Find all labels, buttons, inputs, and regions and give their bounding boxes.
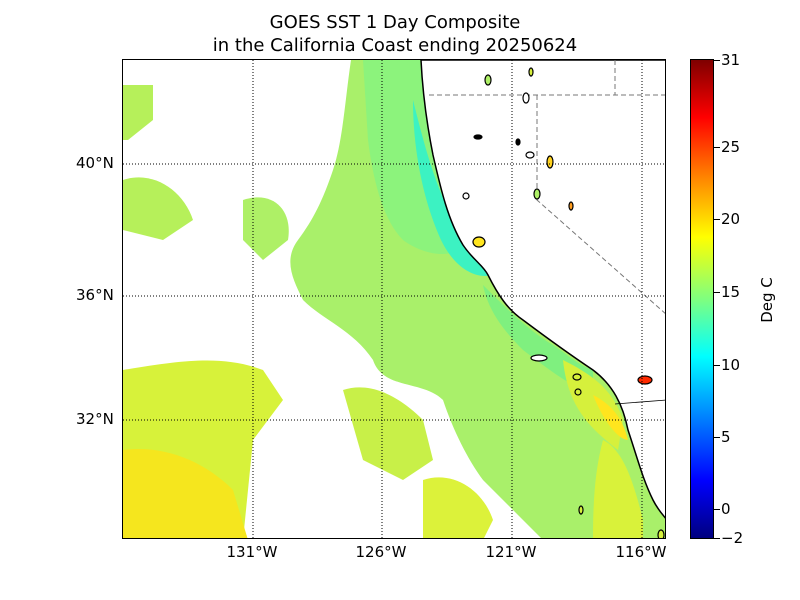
colorbar-tick [714,365,720,366]
land-mass [420,60,665,519]
graticule [123,60,665,538]
colorbar-tick [714,437,720,438]
colorbar-label-0: 0 [721,500,731,518]
colorbar-tick [714,509,720,510]
colorbar-label-10: 10 [721,356,741,374]
lon-label-131w: 131°W [226,543,278,561]
colorbar-tick [714,219,720,220]
lat-label-40n: 40°N [76,154,114,172]
colorbar-label-20: 20 [721,210,741,228]
colorbar-tick [714,538,720,539]
colorbar-unit-label: Deg C [757,277,776,323]
temperature-colorbar [690,59,714,539]
lat-label-32n: 32°N [76,410,114,428]
islands-and-lakes [462,67,665,538]
colorbar-label-minus-2: −2 [721,529,744,547]
chart-title-line-1: GOES SST 1 Day Composite [269,12,521,33]
sst-field [123,60,665,538]
colorbar-tick [714,292,720,293]
lon-label-116w: 116°W [615,543,667,561]
colorbar-label-15: 15 [721,283,741,301]
lon-label-126w: 126°W [355,543,407,561]
colorbar-label-25: 25 [721,138,741,156]
lon-label-121w: 121°W [485,543,537,561]
mexico-border [614,399,665,405]
colorbar-label-31: 31 [721,51,741,69]
colorbar-tick [714,147,720,148]
colorbar-label-5: 5 [721,428,731,446]
sst-map [122,59,666,539]
chart-title-line-2: in the California Coast ending 20250624 [212,35,578,56]
lat-label-36n: 36°N [76,286,114,304]
sst-map-canvas [123,60,665,538]
colorbar-tick [714,60,720,61]
state-borders [429,60,665,314]
